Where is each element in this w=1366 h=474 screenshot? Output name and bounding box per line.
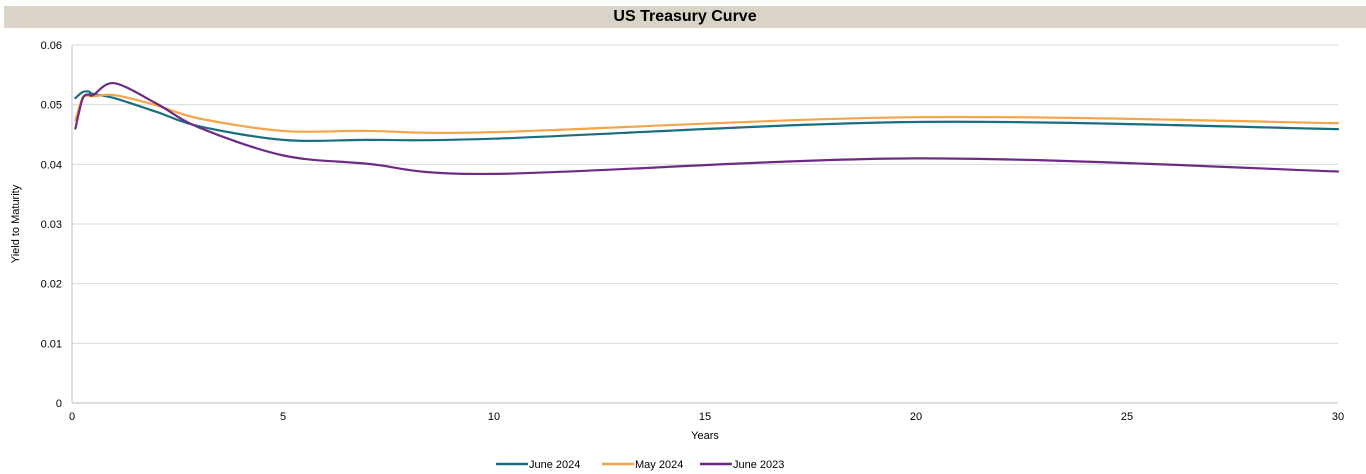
legend-label: June 2023 (733, 459, 784, 471)
y-tick-label: 0.01 (41, 338, 62, 350)
chart-title: US Treasury Curve (613, 8, 757, 25)
x-tick-label: 10 (488, 411, 500, 423)
y-tick-label: 0.03 (41, 219, 62, 231)
x-tick-label: 30 (1332, 411, 1344, 423)
y-tick-label: 0.04 (41, 159, 62, 171)
tick-labels: 0 0.01 0.02 0.03 0.04 0.05 0.06 0 5 10 15 20 25 30 (41, 40, 1345, 423)
y-tick-label: 0.05 (41, 100, 62, 112)
legend-label: May 2024 (635, 459, 683, 471)
chart-title-bar: US Treasury Curve (4, 6, 1366, 28)
series-line-june-2024 (74, 90, 1340, 142)
x-tick-label: 20 (910, 411, 922, 423)
legend-item-june-2024: June 2024 (496, 459, 580, 471)
legend-item-may-2024: May 2024 (602, 459, 683, 471)
series-lines (74, 82, 1340, 176)
x-tick-label: 15 (699, 411, 711, 423)
legend-label: June 2024 (529, 459, 580, 471)
gridlines (72, 44, 1338, 344)
x-tick-label: 0 (69, 411, 75, 423)
y-axis-title: Yield to Maturity (10, 184, 22, 263)
y-tick-label: 0 (56, 398, 62, 410)
x-tick-label: 25 (1121, 411, 1133, 423)
series-line-june-2023 (74, 82, 1340, 176)
x-tick-label: 5 (280, 411, 286, 423)
legend-item-june-2023: June 2023 (700, 459, 784, 471)
y-tick-label: 0.06 (41, 40, 62, 52)
x-axis-title: Years (691, 430, 719, 442)
axes (71, 45, 1338, 404)
y-tick-label: 0.02 (41, 279, 62, 291)
legend: June 2024 May 2024 June 2023 (496, 459, 784, 471)
series-line-may-2024 (74, 93, 1340, 134)
